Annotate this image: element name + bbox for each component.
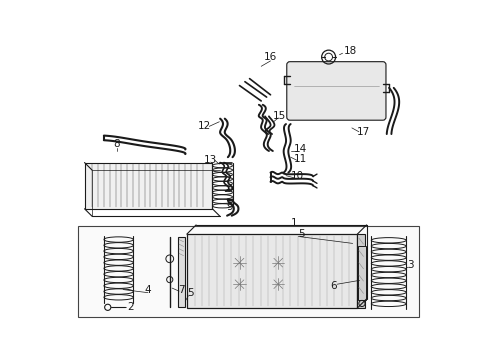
Bar [177,237,185,306]
Bar [358,246,366,300]
Text: 7: 7 [178,285,185,294]
Text: 17: 17 [357,127,370,137]
Text: 9: 9 [226,202,233,212]
Text: 16: 16 [264,52,277,62]
Text: 11: 11 [294,154,307,164]
Text: 13: 13 [204,155,218,165]
Text: 10: 10 [291,171,304,181]
Text: 3: 3 [407,260,413,270]
FancyBboxPatch shape [287,62,386,120]
Text: 5: 5 [298,229,305,239]
Text: 12: 12 [198,121,211,131]
Polygon shape [84,163,212,209]
Text: 18: 18 [343,46,357,56]
Bar [357,234,365,308]
Bar [187,234,357,308]
Text: 15: 15 [273,111,287,121]
Text: 8: 8 [114,139,121,149]
Text: 2: 2 [128,302,134,312]
Bar [78,226,419,316]
Text: 1: 1 [291,219,297,228]
Text: 6: 6 [331,281,337,291]
Text: 4: 4 [145,285,151,294]
Text: 5: 5 [187,288,194,298]
Text: 14: 14 [294,144,307,154]
